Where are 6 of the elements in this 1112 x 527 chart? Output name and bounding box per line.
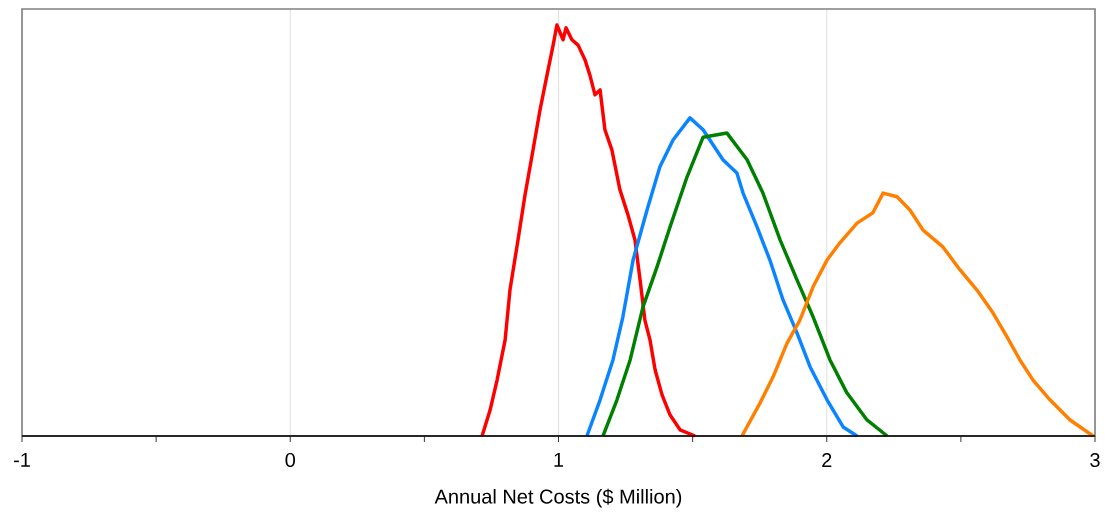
x-tick-label: -1 [14,452,30,467]
x-tick-label: 1 [554,452,564,467]
x-tick-label: 3 [1090,452,1100,468]
x-axis-title: Annual Net Costs ($ Million) [434,488,682,508]
x-tick-label: 2 [822,452,832,467]
x-tick-label: 0 [285,452,296,468]
